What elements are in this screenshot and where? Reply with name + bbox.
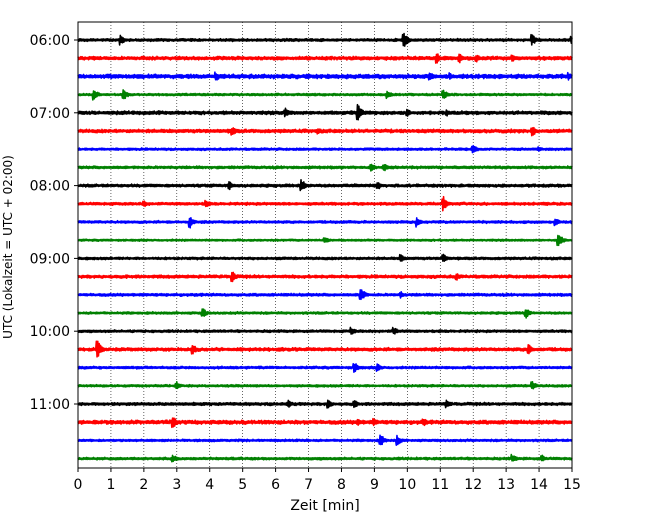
x-axis-label: Zeit [min] <box>290 498 359 514</box>
trace-line-22 <box>77 417 573 429</box>
trace-line-24 <box>77 453 573 463</box>
x-tick-label: 5 <box>238 477 247 493</box>
x-tick-label: 0 <box>74 477 83 493</box>
trace-line-16 <box>77 308 573 319</box>
trace-line-10 <box>77 195 573 212</box>
trace-line-14 <box>77 271 573 283</box>
trace-line-13 <box>77 253 573 262</box>
x-tick-label: 1 <box>106 477 115 493</box>
trace-line-3 <box>77 71 573 81</box>
x-tick-label: 4 <box>205 477 214 493</box>
y-tick-label: 11:00 <box>30 397 70 413</box>
axes-frame <box>77 21 573 469</box>
trace-line-9 <box>77 178 573 192</box>
x-tick-label: 10 <box>398 477 416 493</box>
x-tick-label: 13 <box>497 477 515 493</box>
trace-line-6 <box>77 126 573 137</box>
trace-line-8 <box>77 163 573 172</box>
x-tick-label: 2 <box>139 477 148 493</box>
trace-line-11 <box>77 217 573 229</box>
y-tick-label: 07:00 <box>30 106 70 122</box>
trace-line-15 <box>77 289 573 301</box>
x-tick-label: 14 <box>530 477 548 493</box>
y-tick-label: 06:00 <box>30 33 70 49</box>
x-tick-label: 7 <box>304 477 313 493</box>
x-tick-label: 11 <box>431 477 449 493</box>
trace-line-18 <box>77 340 573 358</box>
x-tick-label: 3 <box>172 477 181 493</box>
x-tick-label: 12 <box>464 477 482 493</box>
trace-line-12 <box>77 234 573 247</box>
trace-line-4 <box>77 89 573 101</box>
trace-line-19 <box>77 363 573 373</box>
y-tick-label: 09:00 <box>30 251 70 267</box>
y-tick-label: 10:00 <box>30 324 70 340</box>
x-tick-label: 6 <box>271 477 280 493</box>
y-axis-ticks: 06:00 07:00 08:00 09:00 10:00 11:00 <box>30 33 78 413</box>
y-tick-label: 08:00 <box>30 179 70 195</box>
grid-lines <box>110 22 540 468</box>
x-tick-label: 9 <box>370 477 379 493</box>
x-tick-label: 15 <box>563 477 581 493</box>
trace-line-7 <box>77 144 573 154</box>
trace-line-20 <box>77 380 573 390</box>
trace-line-21 <box>77 399 573 409</box>
x-tick-label: 8 <box>337 477 346 493</box>
y-axis-label: UTC (Lokalzeit = UTC + 02:00) <box>1 155 15 339</box>
trace-line-1 <box>77 32 573 47</box>
seismic-traces <box>77 32 573 463</box>
trace-line-17 <box>77 326 573 335</box>
x-axis-ticks: 0 1 2 3 4 5 6 7 8 9 10 11 12 13 14 15 <box>74 468 581 493</box>
trace-line-2 <box>77 53 573 64</box>
trace-line-23 <box>77 434 573 446</box>
trace-line-5 <box>77 103 573 121</box>
